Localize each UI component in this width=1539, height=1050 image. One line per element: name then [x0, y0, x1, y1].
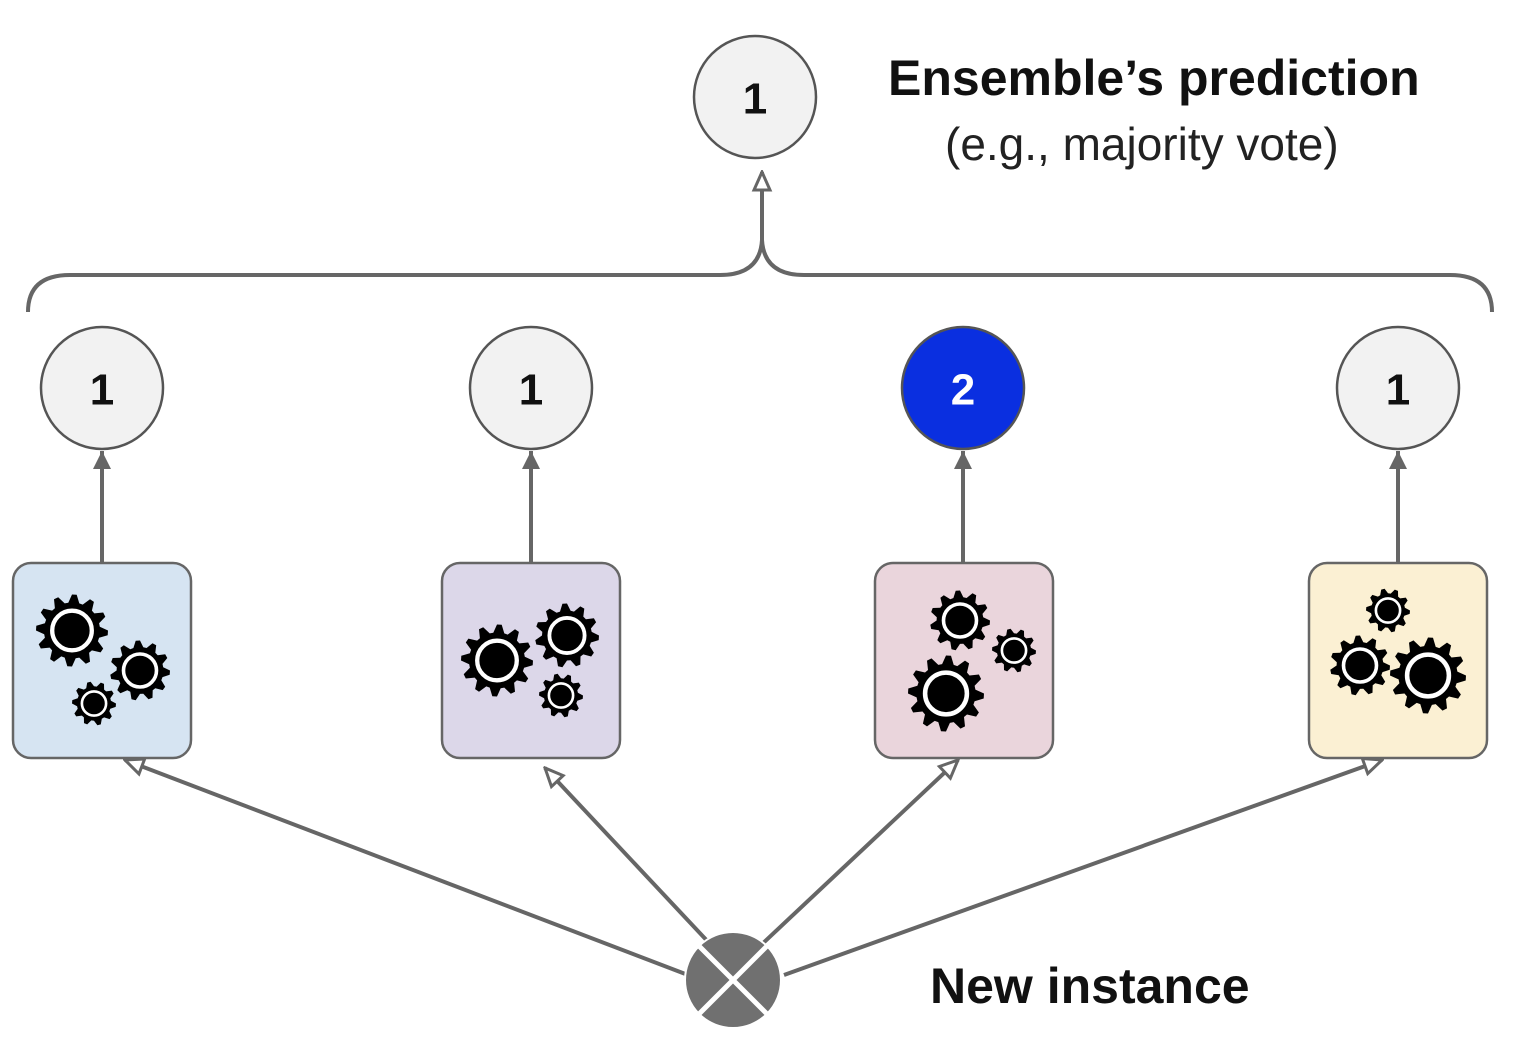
predictor-4: 1	[1307, 325, 1489, 760]
ensemble-subtitle: (e.g., majority vote)	[945, 118, 1339, 170]
predictor-prediction-value: 1	[1386, 366, 1410, 415]
instance-to-predictor-arrow	[125, 760, 689, 977]
predictor-prediction-value: 2	[951, 366, 975, 415]
gears-icon	[1330, 588, 1466, 714]
predictor-prediction-node	[1335, 325, 1461, 451]
predictor-prediction-node	[900, 325, 1026, 451]
predictor-3: 2	[873, 325, 1055, 760]
instance-links	[125, 760, 1382, 977]
ensemble-title: Ensemble’s prediction	[888, 50, 1420, 106]
new-instance-label: New instance	[930, 958, 1250, 1014]
instance-to-predictor-arrow	[545, 768, 714, 948]
ensemble-prediction-value: 1	[743, 75, 767, 124]
new-instance-icon	[684, 931, 782, 1029]
gears-icon	[36, 594, 170, 726]
predictor-prediction-value: 1	[519, 366, 543, 415]
gears-icon	[908, 590, 1036, 732]
gears-icon	[461, 603, 599, 718]
ensemble-prediction-node: 1	[692, 34, 818, 160]
instance-to-predictor-arrow	[758, 760, 958, 948]
predictor-2: 1	[440, 325, 622, 760]
predictor-prediction-node	[39, 325, 165, 451]
aggregation-brace	[26, 239, 1494, 313]
predictor-prediction-value: 1	[90, 366, 114, 415]
predictor-1: 1	[11, 325, 193, 760]
predictors: 1 1 2 1	[11, 325, 1489, 760]
instance-to-predictor-arrow	[783, 760, 1382, 977]
predictor-prediction-node	[468, 325, 594, 451]
